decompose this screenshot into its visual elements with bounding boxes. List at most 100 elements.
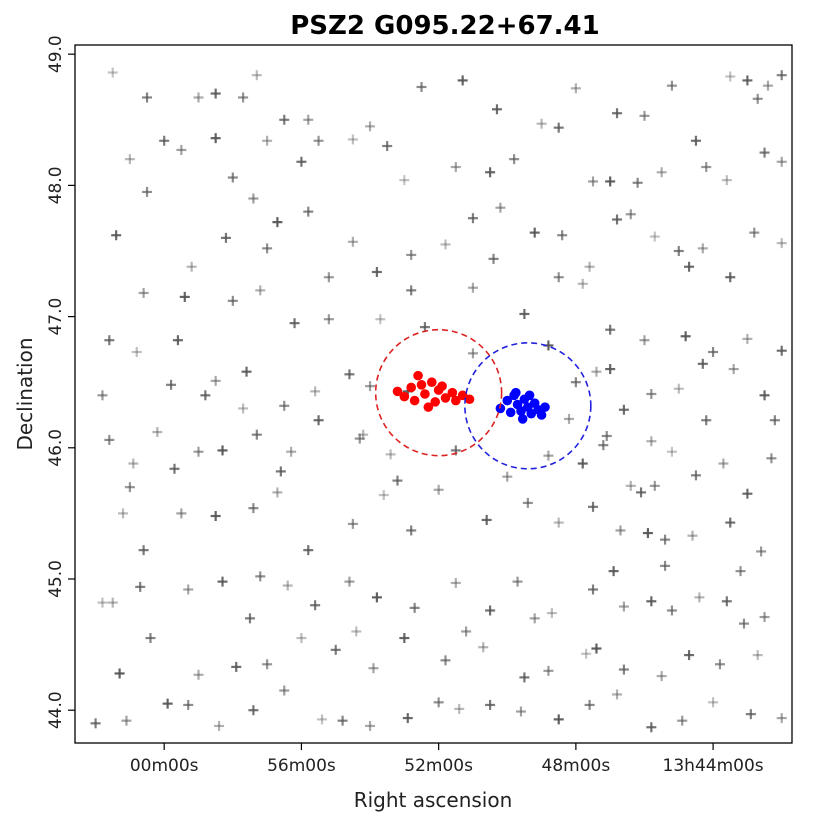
plus-marker: [742, 488, 753, 499]
x-tick-label: 52m00s: [404, 756, 473, 776]
plus-marker: [227, 295, 238, 306]
plus-marker: [193, 446, 204, 457]
red-member-point: [392, 386, 403, 397]
plus-marker: [776, 156, 787, 167]
plus-marker: [467, 348, 478, 359]
plus-marker: [124, 154, 135, 165]
plus-marker: [639, 110, 650, 121]
plus-marker: [210, 511, 221, 522]
plus-marker: [358, 429, 369, 440]
plus-marker: [759, 147, 770, 158]
plus-marker: [416, 81, 427, 92]
plus-marker: [591, 366, 602, 377]
red-member-point: [423, 402, 434, 412]
plus-marker: [457, 75, 468, 86]
plus-marker: [200, 390, 211, 401]
plus-marker: [176, 508, 187, 519]
plus-marker: [347, 518, 358, 529]
plus-marker: [725, 272, 736, 283]
plot-frame: [74, 44, 793, 744]
red-member-point: [450, 395, 461, 406]
red-member-point: [430, 397, 441, 407]
plus-marker: [759, 390, 770, 401]
plus-marker: [142, 92, 153, 103]
plus-marker: [612, 689, 623, 700]
plus-marker: [608, 566, 619, 577]
plus-marker: [406, 525, 417, 536]
plus-marker: [690, 470, 701, 481]
chart-title: PSZ2 G095.22+67.41: [290, 11, 599, 41]
plus-marker: [169, 463, 180, 474]
plus-marker: [485, 167, 496, 178]
plus-marker: [680, 331, 691, 342]
plus-marker: [467, 213, 478, 224]
plus-marker: [557, 230, 568, 241]
plus-marker: [639, 335, 650, 346]
plus-marker: [708, 697, 719, 708]
y-tick-label: 46.0: [46, 429, 66, 467]
plus-marker: [166, 379, 177, 390]
plus-marker: [543, 450, 554, 461]
plus-marker: [708, 347, 719, 358]
plus-marker: [536, 118, 547, 129]
plus-marker: [162, 698, 173, 709]
plus-marker: [612, 214, 623, 225]
plus-marker: [612, 108, 623, 119]
plus-marker: [313, 415, 324, 426]
plus-marker: [584, 699, 595, 710]
plus-marker: [769, 415, 780, 426]
plus-marker: [118, 508, 129, 519]
plus-marker: [564, 413, 575, 424]
plus-marker: [279, 685, 290, 696]
circles-layer: [374, 328, 592, 470]
plus-marker: [279, 400, 290, 411]
plus-marker: [677, 715, 688, 726]
plus-marker: [649, 480, 660, 491]
x-tick-label: 56m00s: [267, 756, 336, 776]
plus-marker: [529, 227, 540, 238]
plus-marker: [752, 650, 763, 661]
blue-member-point: [536, 410, 547, 420]
plus-marker: [721, 175, 732, 186]
plus-marker: [344, 576, 355, 587]
plus-marker: [104, 434, 115, 445]
plus-marker: [701, 162, 712, 173]
blue-aperture: [464, 342, 592, 470]
plus-marker: [231, 661, 242, 672]
plus-marker: [684, 650, 695, 661]
plus-marker: [402, 713, 413, 724]
blue-member-point: [540, 402, 550, 412]
plus-marker: [440, 239, 451, 250]
plus-marker: [529, 613, 540, 624]
plus-marker: [745, 709, 756, 720]
plus-marker: [491, 104, 502, 115]
plus-marker: [371, 592, 382, 603]
plus-marker: [666, 80, 677, 91]
plus-marker: [776, 238, 787, 249]
plus-marker: [598, 440, 609, 451]
plus-marker: [214, 720, 225, 731]
y-tick-label: 44.0: [46, 691, 66, 729]
plus-marker: [279, 114, 290, 125]
plus-marker: [742, 333, 753, 344]
plus-marker: [255, 571, 266, 582]
plus-marker: [485, 699, 496, 710]
plus-marker: [347, 134, 358, 145]
plus-marker: [90, 718, 101, 729]
plus-marker: [577, 278, 588, 289]
plus-marker: [577, 458, 588, 469]
red-member-point: [406, 382, 417, 393]
plus-marker: [632, 177, 643, 188]
plus-marker: [248, 193, 259, 204]
red-aperture: [374, 328, 503, 457]
plus-marker: [756, 546, 767, 557]
plus-marker: [186, 261, 197, 272]
plus-marker: [111, 230, 122, 241]
plus-marker: [296, 156, 307, 167]
plus-marker: [543, 665, 554, 676]
plus-marker: [179, 291, 190, 302]
plus-marker: [330, 644, 341, 655]
y-axis-label: Declination: [13, 337, 37, 450]
plus-marker: [238, 403, 249, 414]
